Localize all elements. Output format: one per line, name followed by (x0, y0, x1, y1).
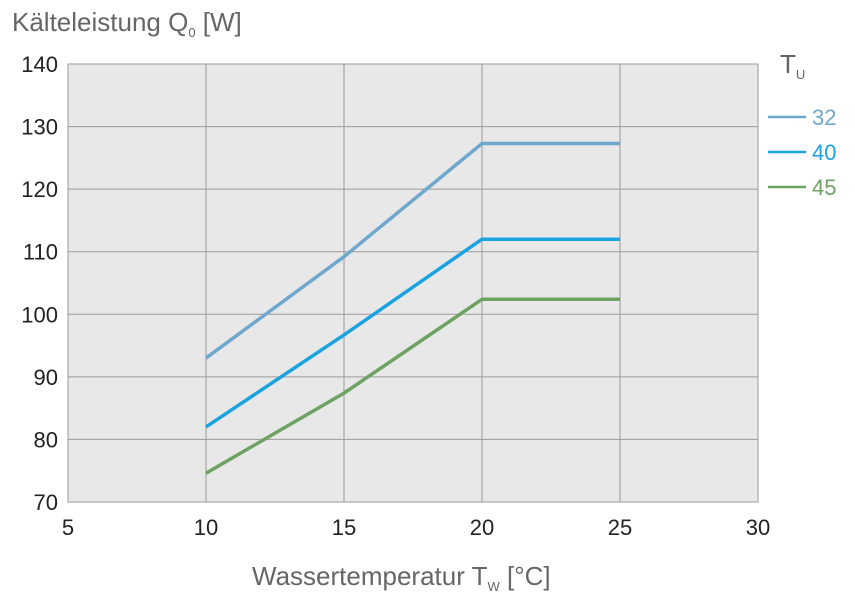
x-tick-label: 30 (746, 515, 770, 540)
y-tick-label: 70 (34, 490, 58, 515)
y-tick-label: 90 (34, 365, 58, 390)
series-line-45 (205, 297, 620, 475)
legend: TU 32 40 45 (768, 49, 836, 200)
y-tick-labels: 70 80 90 100 110 120 130 140 (21, 52, 58, 515)
x-tick-label: 15 (332, 515, 356, 540)
x-axis-title: Wassertemperatur TW [°C] (252, 561, 551, 594)
x-tick-label: 10 (194, 515, 218, 540)
y-tick-label: 130 (21, 115, 58, 140)
legend-label-32: 32 (812, 105, 836, 130)
y-axis-title: Kälteleistung Q0 [W] (12, 7, 242, 40)
series-line-32 (204, 141, 620, 360)
plot-area (67, 63, 759, 503)
series-line-40 (205, 237, 620, 429)
x-tick-label: 25 (608, 515, 632, 540)
y-tick-label: 140 (21, 52, 58, 77)
legend-label-45: 45 (812, 175, 836, 200)
x-tick-label: 5 (62, 515, 74, 540)
series-lines (204, 141, 620, 475)
legend-title: TU (780, 49, 805, 82)
grid-lines (68, 64, 758, 502)
y-tick-label: 100 (21, 302, 58, 327)
y-tick-label: 110 (23, 240, 58, 265)
legend-label-40: 40 (812, 140, 836, 165)
y-tick-label: 120 (21, 177, 58, 202)
x-tick-labels: 5 10 15 20 25 30 (62, 515, 770, 540)
x-tick-label: 20 (470, 515, 494, 540)
y-tick-label: 80 (34, 427, 58, 452)
